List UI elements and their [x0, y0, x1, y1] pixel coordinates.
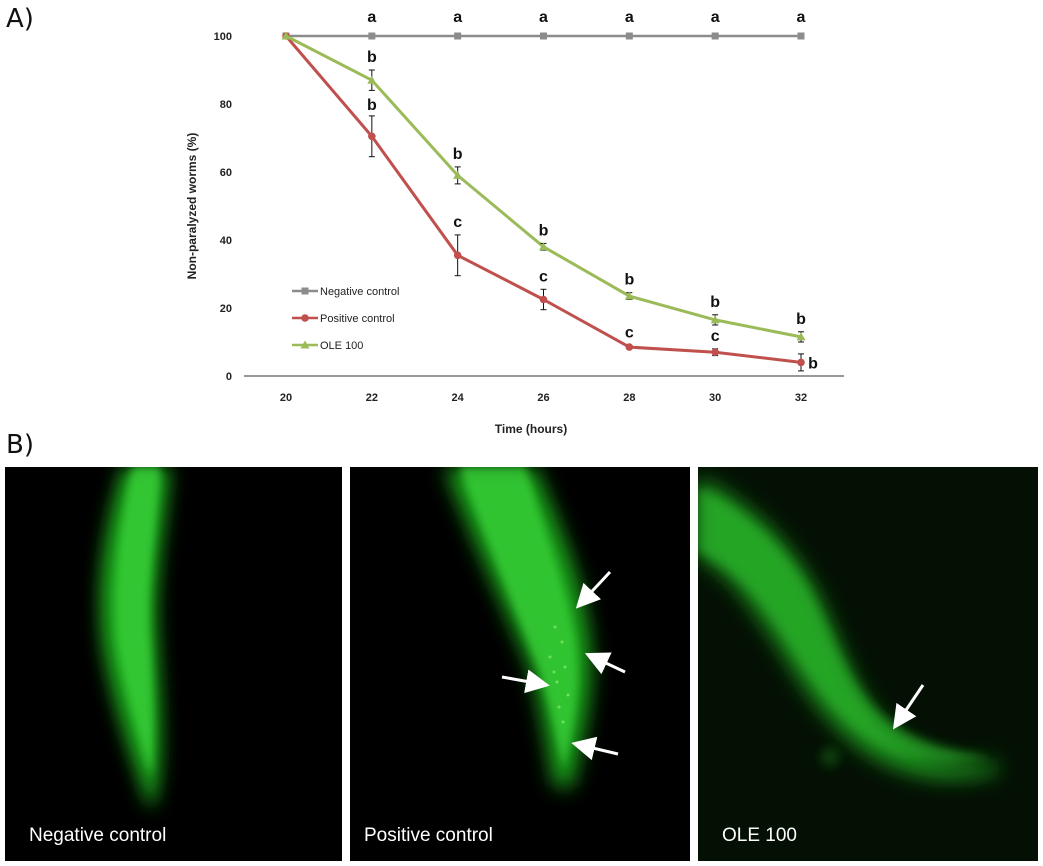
worm-image-ole [698, 467, 1038, 861]
significance-letter: b [710, 294, 720, 311]
data-point [797, 32, 805, 40]
micrograph-positive-control: Positive control [350, 467, 690, 861]
significance-letter: b [367, 49, 377, 66]
significance-letter: b [796, 311, 806, 328]
y-tick-label: 0 [226, 371, 232, 383]
worm-image-negative [100, 467, 170, 808]
data-point [453, 251, 462, 260]
data-point [711, 32, 719, 40]
data-point [710, 315, 720, 324]
data-point [281, 31, 291, 40]
chart-legend: Negative control Positive control OLE 100 [292, 286, 400, 352]
x-tick-label: 22 [366, 392, 378, 404]
legend-item-2: OLE 100 [292, 340, 363, 352]
panel-a-label: A) [6, 4, 34, 34]
significance-letter: c [711, 328, 720, 345]
micrograph-ole-100: OLE 100 [698, 467, 1038, 861]
significance-letter: a [625, 9, 634, 26]
significance-letter: b [453, 146, 463, 163]
legend-label: OLE 100 [320, 340, 363, 352]
significance-letter: b [808, 355, 818, 372]
significance-letter: c [539, 268, 548, 285]
data-point [454, 32, 462, 40]
legend-swatch-marker [300, 340, 310, 349]
y-tick-label: 80 [220, 99, 232, 111]
series-0 [282, 32, 805, 40]
significance-letter: b [624, 272, 634, 289]
data-point [539, 295, 548, 304]
chart-series [281, 31, 806, 372]
significance-letter: a [367, 9, 376, 26]
data-point [625, 32, 633, 40]
data-point [453, 170, 463, 179]
micrograph-negative-control: Negative control [5, 467, 342, 861]
legend-item-1: Positive control [292, 313, 395, 325]
x-tick-label: 24 [452, 392, 465, 404]
data-point [368, 32, 376, 40]
legend-label: Positive control [320, 313, 395, 325]
data-point [624, 291, 634, 300]
arrow-icons-positive [501, 570, 626, 761]
legend-item-0: Negative control [292, 286, 400, 298]
significance-letter: a [539, 9, 548, 26]
data-point [540, 32, 547, 40]
data-point [796, 332, 806, 341]
data-point [797, 358, 805, 367]
significance-letter: a [711, 9, 720, 26]
x-tick-label: 28 [623, 392, 635, 404]
significance-letter: c [625, 324, 634, 341]
chart-axes: 20 22 24 26 28 30 32 0 20 40 60 80 100 [214, 31, 844, 404]
significance-letter: a [453, 9, 462, 26]
micrograph-caption-ole: OLE 100 [722, 825, 797, 846]
y-tick-label: 100 [214, 31, 232, 43]
x-tick-label: 32 [795, 392, 807, 404]
data-point [368, 132, 376, 141]
data-point [625, 343, 634, 351]
data-point [711, 348, 719, 357]
legend-swatch-marker [301, 314, 309, 322]
legend-swatch-marker [301, 287, 309, 295]
x-tick-label: 26 [537, 392, 549, 404]
legend-label: Negative control [320, 286, 400, 298]
y-axis-title: Non-paralyzed worms (%) [185, 133, 199, 280]
x-tick-label: 20 [280, 392, 292, 404]
x-tick-label: 30 [709, 392, 721, 404]
data-point [539, 242, 548, 251]
panel-b-label: B) [6, 430, 34, 460]
data-point [367, 75, 377, 84]
arrow-icon-ole [892, 684, 925, 730]
series-2 [281, 31, 806, 343]
worm-image-positive [445, 467, 626, 787]
significance-letter: b [367, 97, 377, 114]
significance-letter: a [797, 9, 806, 26]
y-tick-label: 60 [220, 167, 232, 179]
significance-letter: b [539, 222, 549, 239]
significance-letter: c [453, 214, 462, 231]
micrograph-caption-negative: Negative control [29, 825, 167, 846]
x-axis-title: Time (hours) [495, 422, 567, 436]
y-tick-label: 20 [220, 303, 232, 315]
y-tick-label: 40 [220, 235, 232, 247]
micrograph-caption-positive: Positive control [364, 825, 493, 846]
series-1 [282, 32, 805, 372]
